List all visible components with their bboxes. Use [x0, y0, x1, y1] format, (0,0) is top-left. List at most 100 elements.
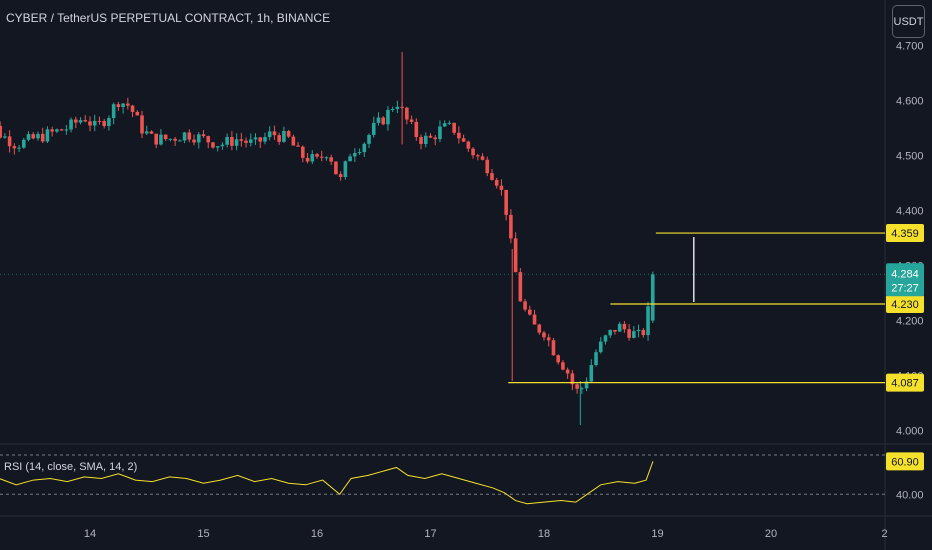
candle-body [187, 132, 192, 140]
candle-body [419, 137, 423, 144]
candle-body [272, 131, 277, 136]
candle-body [102, 121, 106, 127]
candle-body [55, 129, 59, 132]
candle-body [390, 108, 395, 110]
level-price-tag [886, 373, 924, 392]
candle-body [542, 332, 546, 338]
candle-body [494, 179, 499, 186]
candle-body [627, 329, 631, 338]
candle-body [405, 107, 409, 120]
candle-body [0, 125, 2, 138]
candle-body [211, 142, 215, 148]
candle-body [225, 137, 229, 145]
candle-body [135, 111, 140, 116]
candle-body [50, 129, 54, 132]
candle-body [570, 373, 575, 385]
candle-body [353, 153, 357, 157]
candle-body [518, 272, 523, 302]
price-tick-label: 4.700 [896, 41, 924, 53]
candle-body [513, 238, 518, 273]
candle-body [329, 157, 333, 162]
candle-body [40, 133, 45, 142]
time-tick-label: 16 [311, 528, 323, 540]
candle-body [362, 143, 367, 153]
candle-body [622, 323, 627, 330]
candle-body [3, 136, 7, 138]
candle-body [646, 306, 650, 336]
candle-body [475, 155, 480, 157]
candle-body [173, 138, 177, 141]
candle-body [234, 139, 239, 146]
candle-body [376, 117, 381, 123]
candle-body [367, 134, 371, 144]
candle-body [338, 174, 343, 178]
rsi-indicator-label[interactable]: RSI (14, close, SMA, 14, 2) [4, 461, 138, 473]
price-tick-label: 4.500 [896, 151, 924, 163]
time-tick-label: 18 [538, 528, 550, 540]
horizontal-levels[interactable] [0, 232, 885, 384]
price-tick-label: 4.000 [896, 426, 924, 438]
candle-body [220, 144, 225, 147]
candle-body [144, 131, 149, 134]
candle-body [428, 135, 433, 138]
current-price-tag [886, 263, 924, 297]
candle-body [121, 103, 125, 108]
candle-body [149, 131, 154, 134]
candle-body [45, 129, 50, 142]
candle-body [386, 109, 390, 125]
bar-countdown-label: 27:27 [891, 282, 919, 294]
candle-body [69, 119, 73, 130]
candle-body [636, 329, 641, 332]
candle-body [584, 381, 589, 389]
candle-body [409, 119, 414, 122]
candle-body [305, 157, 310, 162]
price-tags: 4.359 4.230 4.087 4.284 27:27 60.90 40.00 [886, 224, 924, 501]
candle-body [192, 139, 196, 143]
chart-title: CYBER / TetherUS PERPETUAL CONTRACT, 1h,… [6, 11, 331, 25]
candle-body [575, 384, 579, 389]
candle-body [598, 341, 603, 353]
candle-body [565, 369, 570, 374]
candle-body [154, 133, 159, 145]
candle-body [258, 137, 263, 142]
candle-body [12, 146, 17, 149]
candle-body [617, 323, 622, 332]
candle-body [282, 130, 286, 142]
candle-body [163, 134, 168, 140]
candle-body [457, 132, 461, 139]
candle-body [97, 120, 102, 122]
candle-body [556, 355, 560, 363]
candle-body [580, 388, 584, 390]
candle-body [78, 120, 83, 123]
candle-body [130, 105, 135, 112]
candle-body [244, 140, 248, 143]
candle-body [26, 134, 31, 140]
candle-body [471, 148, 475, 156]
candle-body [140, 115, 144, 134]
rsi-value-label: 60.90 [891, 456, 919, 468]
time-tick-label: 17 [424, 528, 436, 540]
currency-button[interactable]: USDT [892, 5, 925, 38]
candle-body [74, 119, 78, 123]
rsi-level-label: 40.00 [896, 489, 924, 501]
candle-body [348, 156, 352, 162]
level-price-tag [886, 295, 924, 313]
candle-body [523, 301, 527, 310]
candle-body [291, 136, 296, 146]
candle-body [319, 156, 324, 158]
level-price-tag-label: 4.087 [891, 378, 919, 390]
time-axis[interactable]: 14 15 16 17 18 19 20 2 [84, 528, 888, 540]
candle-body [196, 134, 201, 143]
rsi-line [0, 461, 654, 505]
candle-body [159, 134, 163, 145]
candle-body [310, 154, 315, 162]
candle-body [315, 154, 319, 157]
candle-body [301, 146, 305, 158]
candle-body [589, 365, 594, 382]
price-tick-label: 4.400 [896, 206, 924, 218]
candle-body [59, 129, 64, 131]
candle-body [461, 138, 466, 142]
candle-body [168, 138, 173, 140]
candle-body [594, 352, 598, 366]
